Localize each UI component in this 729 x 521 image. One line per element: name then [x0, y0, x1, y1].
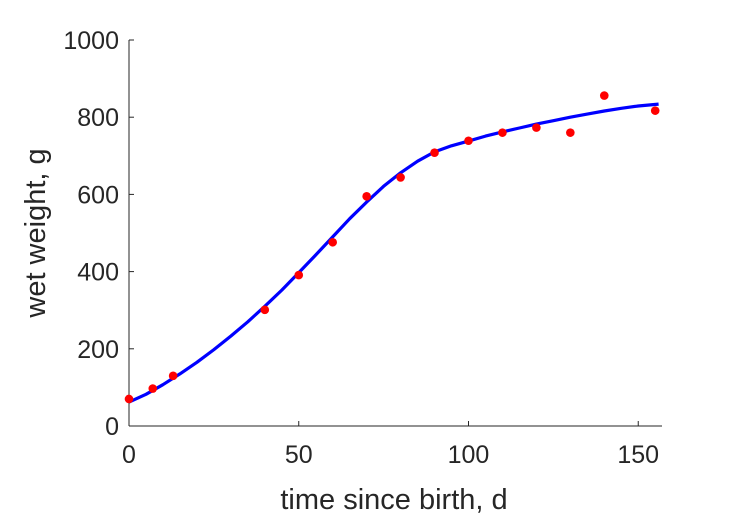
tick-labels: 0 200 400 600 800 1000 0 50 100 150 [63, 27, 659, 469]
data-point [260, 305, 270, 315]
y-tick-label: 200 [77, 336, 119, 364]
data-point [532, 123, 541, 132]
data-point [294, 270, 304, 280]
y-tick-label: 400 [77, 259, 119, 287]
x-axis-label: time since birth, d [280, 484, 507, 516]
data-point [498, 128, 507, 137]
fit-curve [128, 102, 659, 404]
data-point [650, 106, 660, 115]
data-point [124, 394, 134, 404]
x-tick-label: 0 [122, 441, 136, 469]
data-point [148, 384, 158, 393]
y-tick-label: 0 [105, 413, 119, 441]
y-tick-label: 600 [77, 181, 119, 209]
plot-area [124, 91, 660, 404]
x-tick-label: 50 [285, 441, 313, 469]
axes [128, 39, 662, 427]
y-tick-label: 800 [77, 104, 119, 132]
data-point [430, 148, 439, 158]
y-axis-label: wet weight, g [20, 148, 52, 318]
x-tick-label: 100 [448, 441, 490, 469]
data-point [599, 91, 609, 100]
data-point [362, 192, 371, 201]
data-point [464, 136, 473, 146]
y-tick-label: 1000 [63, 27, 119, 55]
x-tick-label: 150 [617, 441, 659, 469]
data-point [168, 371, 178, 381]
data-point [566, 128, 575, 137]
data-point [328, 237, 337, 247]
data-point [396, 173, 405, 182]
